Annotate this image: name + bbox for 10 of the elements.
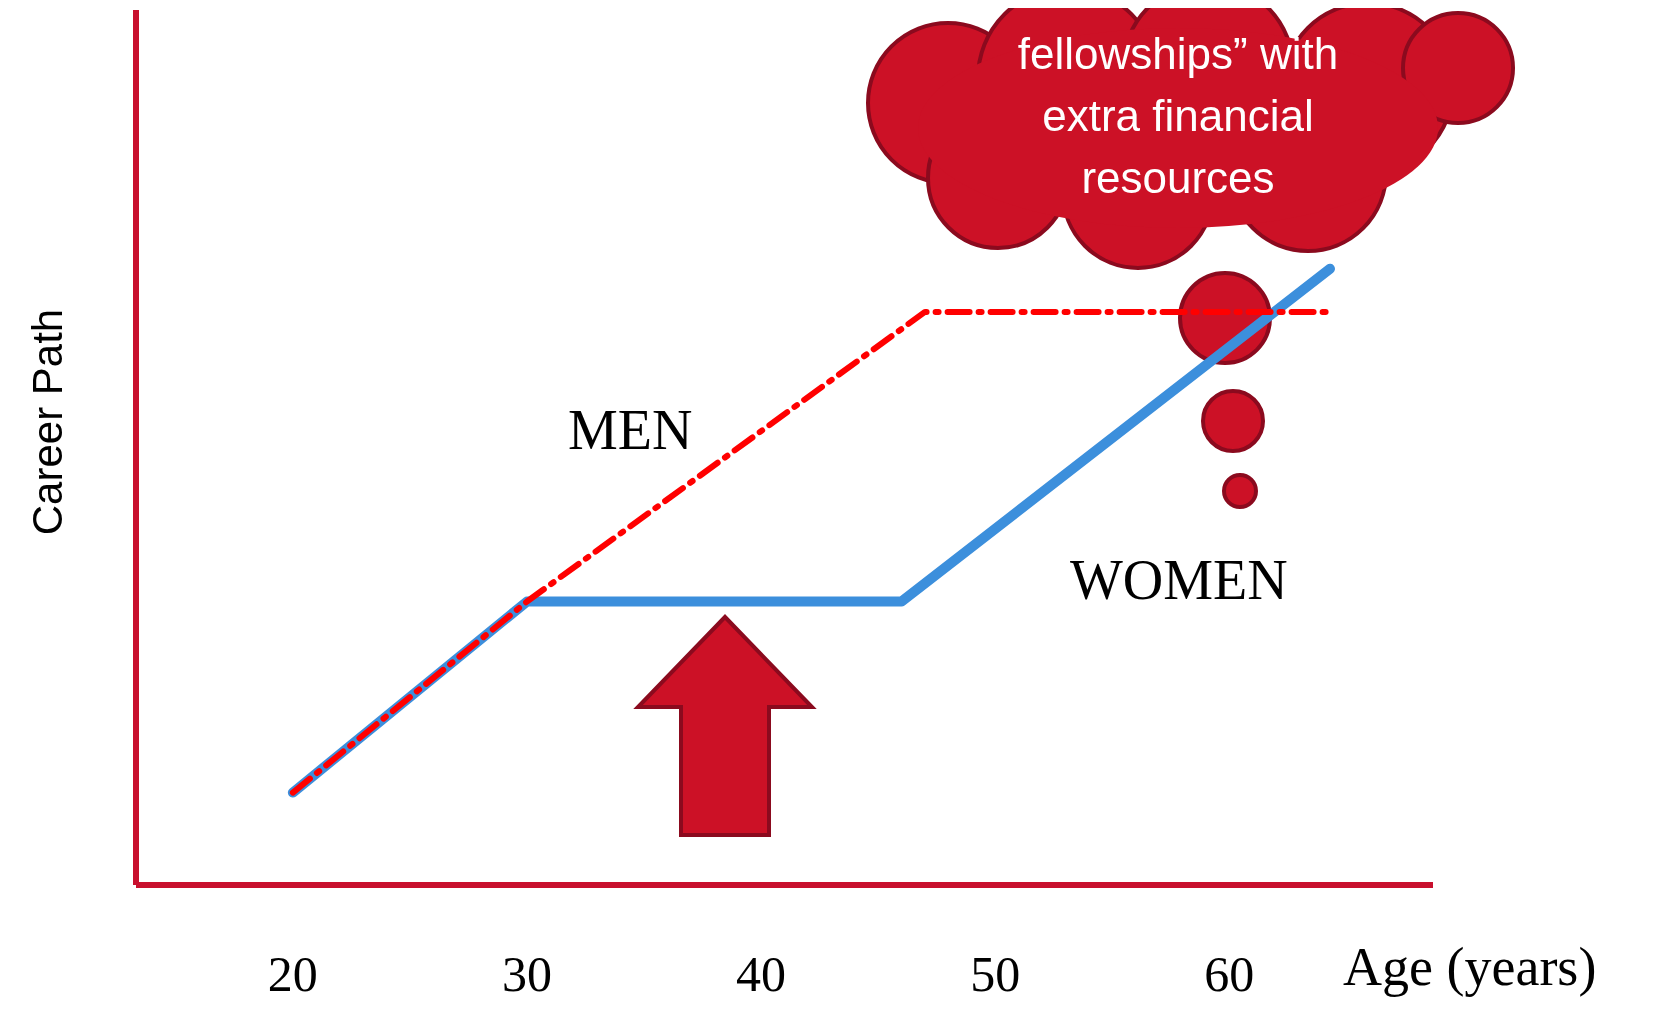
- series-label: MEN: [568, 398, 693, 462]
- series-label: WOMEN: [1070, 548, 1288, 612]
- x-tick-label: 40: [736, 946, 787, 1002]
- x-tick-label: 30: [501, 946, 552, 1002]
- x-tick-label: 20: [267, 946, 318, 1002]
- x-tick-label: 50: [970, 946, 1021, 1002]
- y-axis-title: Career Path: [24, 307, 72, 538]
- text: fellowships” with extra financial resources: [1016, 28, 1340, 204]
- x-tick-label: 60: [1204, 946, 1255, 1002]
- x-axis-title: Age (years): [1343, 936, 1597, 998]
